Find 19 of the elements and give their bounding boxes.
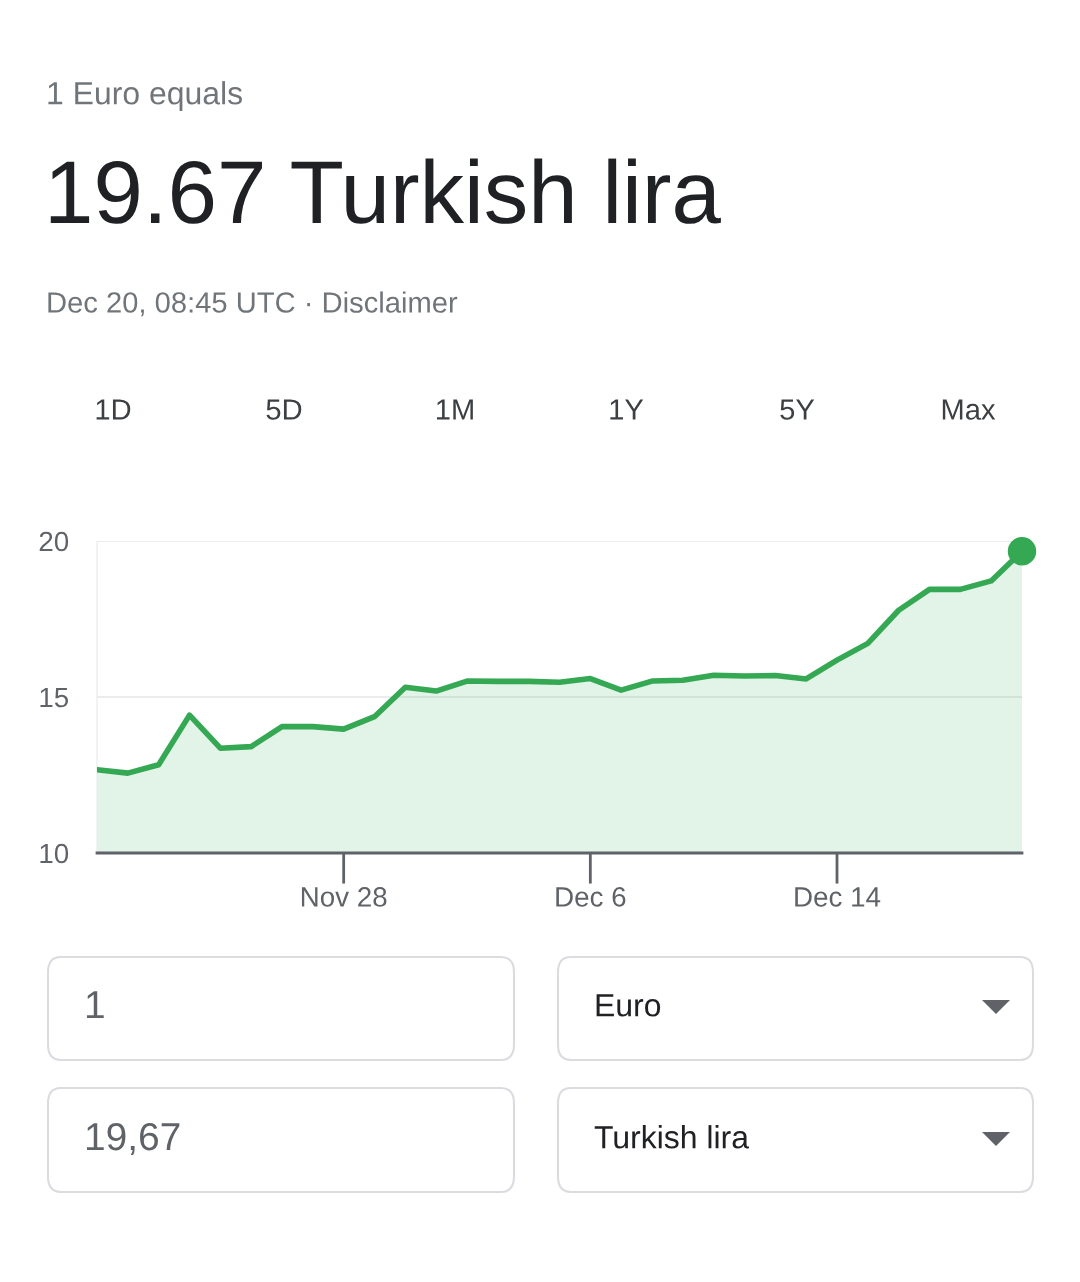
text: 1 Euro equals	[48, 81, 242, 111]
text: 1Y	[610, 399, 644, 420]
y-tick-label: 10	[40, 843, 69, 864]
text: Max	[942, 399, 996, 420]
text: 1	[86, 991, 104, 1019]
text: Euro	[596, 994, 661, 1017]
text: 5D	[266, 399, 302, 420]
chart-title: 19.67 Turkish lira	[50, 158, 721, 224]
text: 1D	[96, 399, 131, 420]
text: 1M	[436, 399, 473, 420]
y-tick-label: 15	[40, 687, 69, 708]
text: 5Y	[780, 399, 815, 420]
x-tick-label: Dec 14	[795, 887, 881, 907]
text: 19,67	[86, 1122, 180, 1156]
x-tick-label: Nov 28	[301, 887, 387, 907]
text: Turkish lira	[594, 1125, 749, 1149]
chart-subtitle: Dec 20, 08:45 UTC · Disclaimer	[48, 291, 458, 317]
x-tick-label: Dec 6	[556, 887, 626, 907]
y-tick-label: 20	[39, 531, 69, 552]
